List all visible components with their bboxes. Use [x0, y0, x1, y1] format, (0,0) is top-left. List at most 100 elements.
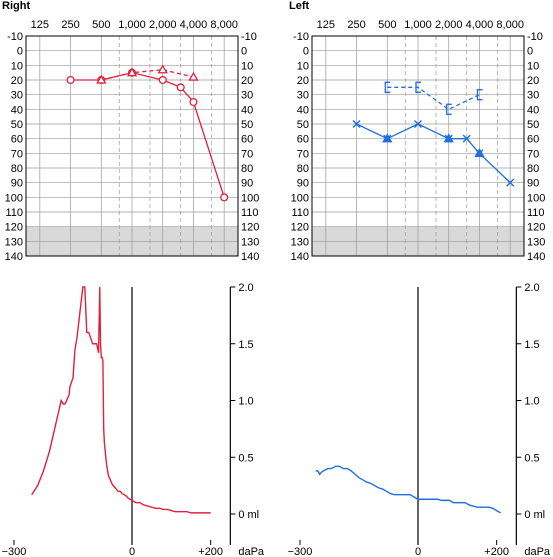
right-audiogram-ytick-right: 40 [241, 104, 253, 116]
audiogram-grids: -10 -10 0 0 10 10 20 20 30 30 40 40 50 50 60 60 70 70 80 80… [2, 19, 551, 557]
left-tympanogram-ytick: 0 ml [524, 509, 545, 521]
left-audiogram-ytick-left: 80 [297, 163, 309, 175]
right-tympanogram-ytick: 1.5 [238, 339, 253, 351]
right-audiogram-series-triangle-line [101, 69, 194, 81]
right-audiogram-xtick: 2,000 [149, 19, 177, 31]
right-audiogram-ytick-left: 90 [11, 178, 23, 190]
right-audiogram-xtick: 250 [61, 19, 79, 31]
right-audiogram-ytick-right: 130 [241, 236, 259, 248]
right-audiogram-ytick-left: -10 [7, 31, 23, 43]
left-tympanogram-ytick: 2.0 [524, 282, 539, 294]
right-audiogram-ytick-right: 0 [241, 46, 247, 58]
right-audiogram-xtick: 125 [31, 19, 49, 31]
right-audiogram-ytick-left: 20 [11, 75, 23, 87]
left-audiogram-ytick-left: -10 [293, 31, 309, 43]
right-audiogram-circle-marker [158, 75, 167, 85]
right-audiogram-ytick-left: 50 [11, 119, 23, 131]
right-audiogram-circle-marker [220, 193, 229, 202]
right-tympanogram-xtick: +200 [198, 546, 223, 557]
left-audiogram-triangle-marker [443, 133, 454, 143]
right-audiogram-xtick: 8,000 [210, 19, 238, 31]
left-audiogram-ytick-left: 130 [291, 236, 309, 248]
left-tympanogram-ytick: 1.0 [524, 396, 539, 408]
left-audiogram-ytick-right: 140 [527, 251, 545, 263]
right-tympanogram-ytick: 0.5 [238, 452, 253, 464]
left-audiogram-ytick-right: -10 [527, 31, 543, 43]
left-tympanogram-curve [315, 465, 501, 514]
left-audiogram-bracket-marker [446, 103, 452, 115]
left-audiogram-xtick: 250 [347, 19, 365, 31]
right-audiogram-ytick-right: 60 [241, 134, 253, 146]
left-audiogram-ytick-left: 60 [297, 134, 309, 146]
right-tympanogram-curve [31, 286, 211, 514]
left-audiogram-xtick: 1,000 [404, 19, 432, 31]
left-audiogram-ytick-left: 100 [291, 192, 309, 204]
right-audiogram-frame [25, 35, 239, 257]
left-audiogram-ytick-right: 90 [527, 178, 539, 190]
right-tympanogram-ytick: 1.0 [238, 396, 253, 408]
left-audiogram-ytick-left: 20 [297, 75, 309, 87]
left-audiogram-ytick-right: 120 [527, 222, 545, 234]
right-audiogram-xtick: 500 [92, 19, 110, 31]
right-audiogram-ytick-right: 80 [241, 163, 253, 175]
right-audiogram-ytick-right: 70 [241, 148, 253, 160]
chart-data-layer [31, 64, 515, 514]
left-audiogram-ytick-left: 110 [291, 207, 309, 219]
left-audiogram-bracket-marker [384, 81, 391, 93]
left-audiogram-ytick-right: 60 [527, 134, 539, 146]
right-audiogram-series-circle-line [70, 71, 225, 198]
left-audiogram-ytick-left: 10 [297, 60, 309, 72]
left-audiogram-ytick-left: 40 [297, 104, 309, 116]
left-audiogram-ytick-right: 10 [527, 60, 539, 72]
right-audiogram-ytick-left: 130 [5, 236, 23, 248]
right-audiogram-xtick: 4,000 [180, 19, 208, 31]
right-audiogram-ytick-right: 100 [241, 192, 259, 204]
right-tympanogram-ytick: 2.0 [238, 282, 253, 294]
left-audiogram-ytick-left: 120 [291, 222, 309, 234]
left-audiogram-cross-marker [462, 134, 471, 143]
right-audiogram-ytick-left: 140 [5, 251, 23, 263]
right-audiogram-ytick-left: 110 [5, 207, 23, 219]
right-audiogram-triangle-marker [188, 71, 199, 81]
right-audiogram-circle-marker [176, 83, 185, 92]
left-audiogram-triangle-marker [474, 148, 485, 157]
left-audiogram-ytick-right: 100 [527, 192, 545, 204]
right-audiogram-ytick-right: 120 [241, 222, 259, 234]
left-audiogram-ytick-left: 50 [297, 119, 309, 131]
left-tympanogram-xtick: 0 [415, 546, 421, 557]
right-audiogram-ytick-right: 30 [241, 90, 253, 102]
right-audiogram-ytick-left: 80 [11, 163, 23, 175]
left-audiogram-ytick-right: 0 [527, 46, 533, 58]
left-audiogram-xtick: 2,000 [435, 19, 463, 31]
left-audiogram-ytick-left: 30 [297, 90, 309, 102]
right-audiogram-ytick-left: 30 [11, 90, 23, 102]
right-audiogram-ytick-right: 110 [241, 207, 259, 219]
right-audiogram-ytick-left: 120 [5, 222, 23, 234]
right-audiogram-ytick-left: 40 [11, 104, 23, 116]
left-tympanogram-ytick: 1.5 [524, 339, 539, 351]
right-audiogram-ytick-right: -10 [241, 31, 257, 43]
right-audiogram-ytick-left: 0 [17, 46, 23, 58]
right-audiogram-ytick-right: 90 [241, 178, 253, 190]
right-tympanogram-xtick: −300 [2, 546, 27, 557]
right-audiogram-ytick-left: 10 [11, 60, 23, 72]
left-audiogram-xtick: 500 [378, 19, 396, 31]
left-tympanogram-ytick: 0.5 [524, 452, 539, 464]
left-audiogram-ytick-right: 30 [527, 90, 539, 102]
left-audiogram-ytick-left: 0 [303, 46, 309, 58]
right-tympanogram-ytick: 0 ml [238, 509, 259, 521]
left-audiogram-xtick: 4,000 [466, 19, 494, 31]
right-audiogram-ytick-right: 20 [241, 75, 253, 87]
right-tympanogram-x-unit: daPa [238, 546, 265, 557]
right-audiogram-ytick-right: 140 [241, 251, 259, 263]
left-audiogram-ytick-right: 20 [527, 75, 539, 87]
left-audiogram-ytick-left: 70 [297, 148, 309, 160]
right-audiogram-ytick-left: 60 [11, 134, 23, 146]
left-panel-title: Left [289, 0, 310, 12]
right-audiogram-ytick-right: 10 [241, 60, 253, 72]
left-audiogram-ytick-right: 80 [527, 163, 539, 175]
left-audiogram-bracket-marker [476, 89, 483, 101]
left-audiogram-bracket-marker [415, 81, 421, 93]
left-audiogram-cross-marker [352, 120, 361, 128]
